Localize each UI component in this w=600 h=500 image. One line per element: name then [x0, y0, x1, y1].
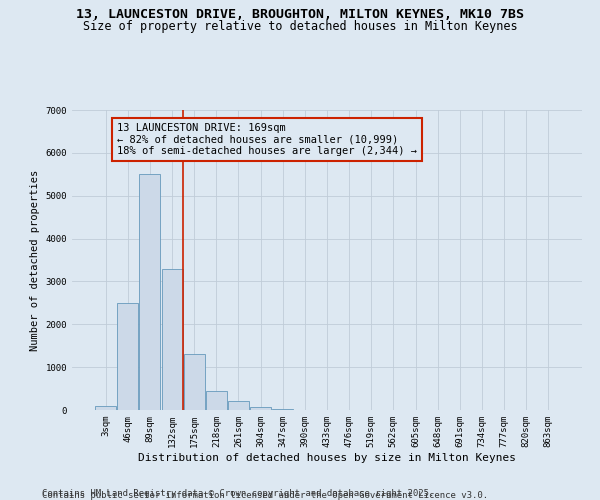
Bar: [161, 268, 182, 410]
Text: Contains HM Land Registry data © Crown copyright and database right 2025.: Contains HM Land Registry data © Crown c…: [42, 488, 434, 498]
Bar: [272, 408, 293, 410]
Text: Contains public sector information licensed under the Open Government Licence v3: Contains public sector information licen…: [42, 491, 488, 500]
Bar: [95, 406, 116, 410]
Bar: [139, 174, 160, 410]
Bar: [228, 400, 249, 410]
Text: 13, LAUNCESTON DRIVE, BROUGHTON, MILTON KEYNES, MK10 7BS: 13, LAUNCESTON DRIVE, BROUGHTON, MILTON …: [76, 8, 524, 20]
Bar: [184, 354, 205, 410]
X-axis label: Distribution of detached houses by size in Milton Keynes: Distribution of detached houses by size …: [138, 452, 516, 462]
Text: 13 LAUNCESTON DRIVE: 169sqm
← 82% of detached houses are smaller (10,999)
18% of: 13 LAUNCESTON DRIVE: 169sqm ← 82% of det…: [117, 123, 417, 156]
Bar: [118, 303, 139, 410]
Y-axis label: Number of detached properties: Number of detached properties: [30, 170, 40, 350]
Text: Size of property relative to detached houses in Milton Keynes: Size of property relative to detached ho…: [83, 20, 517, 33]
Bar: [250, 406, 271, 410]
Bar: [206, 390, 227, 410]
